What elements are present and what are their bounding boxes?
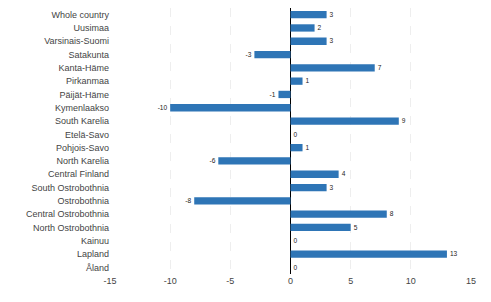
svg-text:-5: -5 <box>226 276 234 286</box>
svg-text:4: 4 <box>342 170 346 177</box>
svg-text:3: 3 <box>330 11 334 18</box>
svg-text:Central Finland: Central Finland <box>48 169 109 179</box>
svg-text:15: 15 <box>466 276 476 286</box>
svg-text:13: 13 <box>450 250 458 257</box>
svg-text:3: 3 <box>330 184 334 191</box>
svg-text:0: 0 <box>293 264 297 271</box>
svg-text:Pirkanmaa: Pirkanmaa <box>66 76 109 86</box>
svg-text:7: 7 <box>378 64 382 71</box>
svg-text:8: 8 <box>390 210 394 217</box>
svg-text:Satakunta: Satakunta <box>68 50 109 60</box>
svg-text:-3: -3 <box>246 51 252 58</box>
svg-text:South Karelia: South Karelia <box>55 116 109 126</box>
svg-text:10: 10 <box>406 276 416 286</box>
svg-text:5: 5 <box>348 276 353 286</box>
svg-text:Åland: Åland <box>86 263 109 273</box>
svg-text:-10: -10 <box>164 276 177 286</box>
svg-text:2: 2 <box>318 24 322 31</box>
svg-text:Kymenlaakso: Kymenlaakso <box>55 103 109 113</box>
svg-text:Whole country: Whole country <box>51 10 109 20</box>
svg-text:Etelä-Savo: Etelä-Savo <box>65 130 109 140</box>
svg-text:1: 1 <box>306 77 310 84</box>
svg-text:Uusimaa: Uusimaa <box>73 23 109 33</box>
svg-text:Pohjois-Savo: Pohjois-Savo <box>56 143 109 153</box>
svg-text:South Ostrobothnia: South Ostrobothnia <box>31 183 109 193</box>
svg-text:0: 0 <box>288 276 293 286</box>
svg-text:9: 9 <box>402 117 406 124</box>
svg-text:North Ostrobothnia: North Ostrobothnia <box>33 223 109 233</box>
svg-text:0: 0 <box>293 237 297 244</box>
svg-text:0: 0 <box>293 131 297 138</box>
svg-text:Varsinais-Suomi: Varsinais-Suomi <box>44 36 109 46</box>
svg-text:-1: -1 <box>270 91 276 98</box>
svg-text:Central Ostrobothnia: Central Ostrobothnia <box>26 209 109 219</box>
svg-text:Lapland: Lapland <box>77 249 109 259</box>
svg-text:Kanta-Häme: Kanta-Häme <box>58 63 109 73</box>
svg-text:-15: -15 <box>103 276 116 286</box>
svg-text:-6: -6 <box>209 157 215 164</box>
svg-text:1: 1 <box>306 144 310 151</box>
svg-text:-10: -10 <box>158 104 168 111</box>
svg-text:5: 5 <box>354 224 358 231</box>
svg-text:Päijät-Häme: Päijät-Häme <box>59 90 109 100</box>
svg-text:-8: -8 <box>185 197 191 204</box>
svg-text:North Karelia: North Karelia <box>56 156 109 166</box>
svg-text:Ostrobothnia: Ostrobothnia <box>57 196 109 206</box>
svg-text:3: 3 <box>330 37 334 44</box>
svg-text:Kainuu: Kainuu <box>81 236 109 246</box>
